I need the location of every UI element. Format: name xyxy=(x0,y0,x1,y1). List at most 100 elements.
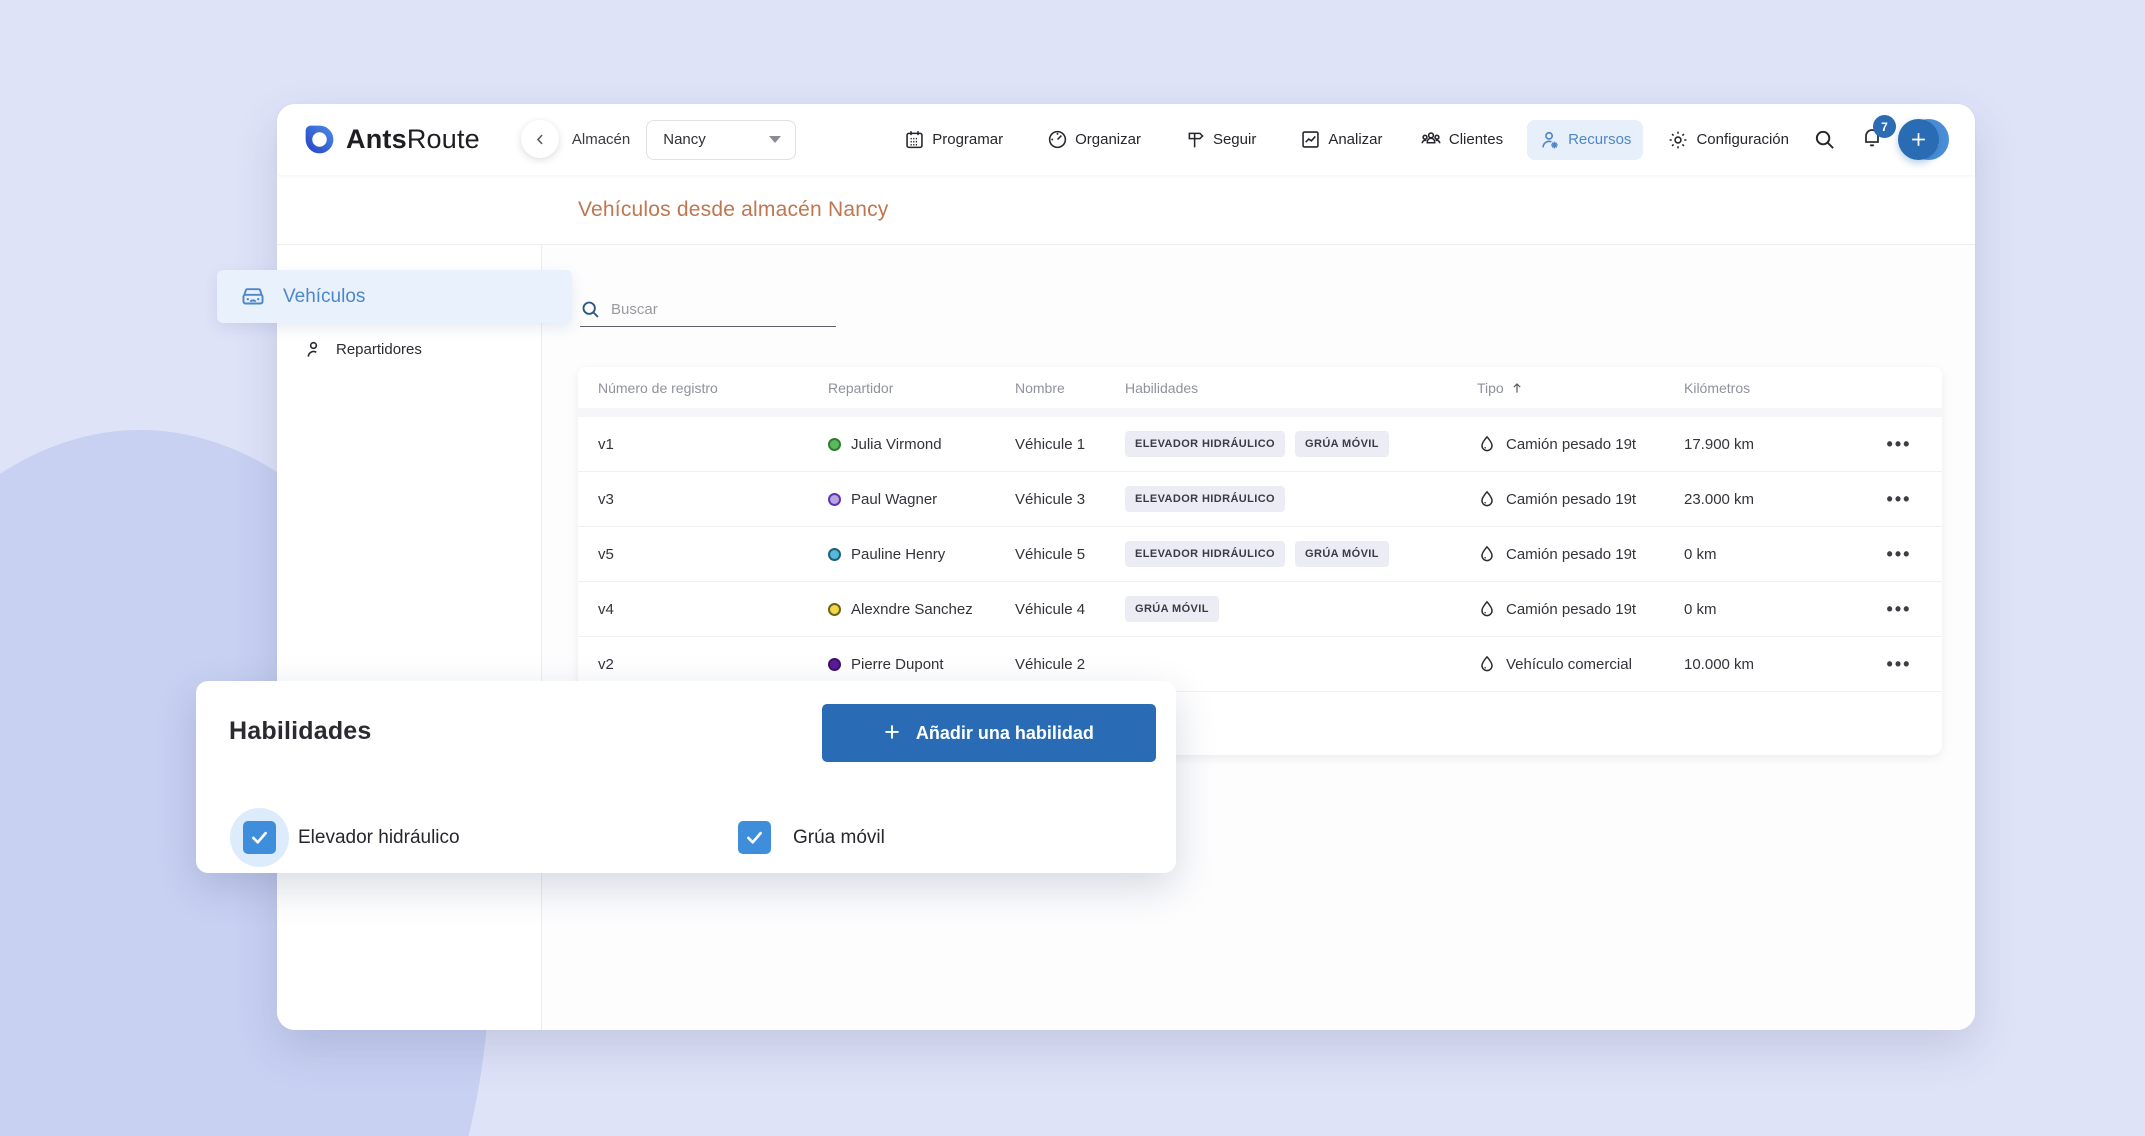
cell-tipo: Camión pesado 19t xyxy=(1477,434,1684,454)
nav-item-clientes[interactable]: Clientes xyxy=(1420,129,1503,151)
warehouse-selected-value: Nancy xyxy=(663,131,706,148)
table-body: v1 Julia Virmond Véhicule 1 ELEVADOR HIDRÁU… xyxy=(578,417,1942,692)
skill-option-grua[interactable]: Grúa móvil xyxy=(738,821,885,854)
gear-icon xyxy=(1670,131,1687,148)
col-header-repartidor[interactable]: Repartidor xyxy=(828,379,894,396)
cell-nombre: Véhicule 5 xyxy=(1015,545,1086,563)
secondary-nav: Clientes Recursos Configuración xyxy=(1420,115,1949,160)
add-skill-button[interactable]: + Añadir una habilidad xyxy=(822,704,1156,762)
sidebar-item-label: Vehículos xyxy=(283,285,366,307)
skills-panel: Habilidades + Añadir una habilidad Eleva… xyxy=(196,681,1176,873)
search-field xyxy=(580,293,836,327)
cell-nombre: Véhicule 1 xyxy=(1015,435,1086,453)
resources-icon xyxy=(1542,131,1558,148)
cell-registro: v2 xyxy=(598,655,614,673)
skill-badge: ELEVADOR HIDRÁULICO xyxy=(1125,431,1286,457)
antsroute-logo-icon xyxy=(301,121,338,158)
driver-color-dot xyxy=(828,547,841,561)
cell-repartidor: Paul Wagner xyxy=(828,491,1015,508)
nav-item-organizar[interactable]: Organizar xyxy=(1047,129,1141,150)
notification-badge: 7 xyxy=(1873,115,1896,138)
fuel-drop-icon xyxy=(1481,655,1493,672)
cell-nombre: Véhicule 3 xyxy=(1015,490,1086,508)
cell-repartidor: Julia Virmond xyxy=(828,436,1015,453)
col-header-habilidades[interactable]: Habilidades xyxy=(1125,379,1199,396)
skill-option-label: Elevador hidráulico xyxy=(298,826,460,848)
cell-registro: v1 xyxy=(598,435,614,453)
checkbox-grua[interactable] xyxy=(738,821,771,854)
fuel-drop-icon xyxy=(1481,490,1493,507)
cell-repartidor: Pierre Dupont xyxy=(828,656,1015,673)
driver-color-dot xyxy=(828,492,841,506)
signpost-icon xyxy=(1188,132,1204,148)
cell-habilidades: ELEVADOR HIDRÁULICO GRÚA MÓVIL xyxy=(1125,541,1477,567)
fuel-drop-icon xyxy=(1481,435,1493,452)
back-button[interactable] xyxy=(521,120,559,158)
sidebar-item-label: Repartidores xyxy=(336,341,422,358)
brand-logo[interactable]: AntsRoute xyxy=(301,121,480,158)
nav-item-analizar[interactable]: Analizar xyxy=(1300,129,1383,150)
checkbox-elevador[interactable] xyxy=(243,821,276,854)
page-title: Vehículos desde almacén Nancy xyxy=(578,198,889,221)
cell-tipo: Camión pesado 19t xyxy=(1477,544,1684,564)
col-header-kilometros[interactable]: Kilómetros xyxy=(1684,379,1751,396)
sidebar: Vehículos Repartidores xyxy=(217,245,572,1030)
cell-kilometros: 17.900 km xyxy=(1684,435,1755,453)
car-icon xyxy=(242,287,264,304)
calendar-icon xyxy=(906,131,923,149)
col-header-tipo[interactable]: Tipo xyxy=(1477,380,1684,396)
skill-badge: GRÚA MÓVIL xyxy=(1295,541,1389,567)
driver-color-dot xyxy=(828,437,841,451)
table-header-gap xyxy=(578,408,1942,417)
skills-panel-title: Habilidades xyxy=(229,717,372,745)
col-header-registro[interactable]: Número de registro xyxy=(598,379,718,396)
cell-registro: v4 xyxy=(598,600,614,618)
warehouse-select[interactable]: Nancy xyxy=(646,119,797,160)
nav-item-seguir[interactable]: Seguir xyxy=(1185,129,1256,150)
col-header-nombre[interactable]: Nombre xyxy=(1015,379,1065,396)
chevron-left-icon xyxy=(536,134,543,144)
cell-tipo: Vehículo comercial xyxy=(1477,654,1684,674)
plus-icon: + xyxy=(884,716,900,747)
cell-repartidor: Pauline Henry xyxy=(828,546,1015,563)
skill-option-label: Grúa móvil xyxy=(793,826,885,848)
sidebar-item-repartidores[interactable]: Repartidores xyxy=(304,340,422,359)
nav-item-recursos[interactable]: Recursos xyxy=(1527,119,1644,160)
table-row[interactable]: v1 Julia Virmond Véhicule 1 ELEVADOR HIDRÁU… xyxy=(578,417,1942,472)
cell-registro: v5 xyxy=(598,545,614,563)
cell-kilometros: 23.000 km xyxy=(1684,490,1755,508)
add-vehicle-button[interactable] xyxy=(1898,119,1939,160)
row-menu-button[interactable]: ••• xyxy=(1877,538,1922,571)
content-area: Número de registro Repartidor Nombre Hab… xyxy=(542,245,1975,1030)
sidebar-item-vehiculos[interactable]: Vehículos xyxy=(217,270,572,323)
app-window: AntsRoute Almacén Nancy Programar Organi… xyxy=(217,104,1975,1030)
cell-kilometros: 0 km xyxy=(1684,600,1717,618)
search-icon xyxy=(582,301,599,318)
chart-icon xyxy=(1302,131,1320,148)
cell-habilidades: ELEVADOR HIDRÁULICO GRÚA MÓVIL xyxy=(1125,431,1477,457)
row-menu-button[interactable]: ••• xyxy=(1877,428,1922,461)
driver-color-dot xyxy=(828,602,841,616)
cell-habilidades: GRÚA MÓVIL xyxy=(1125,596,1477,622)
row-menu-button[interactable]: ••• xyxy=(1877,593,1922,626)
row-menu-button[interactable]: ••• xyxy=(1877,483,1922,516)
table-row[interactable]: v5 Pauline Henry Véhicule 5 ELEVADOR HIDRÁU… xyxy=(578,527,1942,582)
fuel-drop-icon xyxy=(1481,600,1493,617)
search-input[interactable] xyxy=(611,301,836,318)
search-icon[interactable] xyxy=(1813,128,1836,151)
cell-habilidades: ELEVADOR HIDRÁULICO xyxy=(1125,486,1477,512)
table-row[interactable]: v4 Alexndre Sanchez Véhicule 4 GRÚA MÓVIL Ca… xyxy=(578,582,1942,637)
skill-badge: ELEVADOR HIDRÁULICO xyxy=(1125,486,1286,512)
skill-badge: GRÚA MÓVIL xyxy=(1125,596,1219,622)
nav-item-programar[interactable]: Programar xyxy=(904,129,1003,150)
notifications-button[interactable]: 7 xyxy=(1860,115,1896,154)
plus-icon xyxy=(1912,133,1925,146)
almacen-label: Almacén xyxy=(571,131,631,148)
row-menu-button[interactable]: ••• xyxy=(1877,648,1922,681)
chevron-down-icon xyxy=(769,136,782,143)
skill-option-elevador[interactable]: Elevador hidráulico xyxy=(230,808,460,867)
primary-nav: Programar Organizar Seguir Analizar xyxy=(904,129,1383,150)
brand-name: AntsRoute xyxy=(346,124,480,154)
table-row[interactable]: v3 Paul Wagner Véhicule 3 ELEVADOR HIDRÁULI… xyxy=(578,472,1942,527)
nav-item-configuracion[interactable]: Configuración xyxy=(1667,129,1789,151)
